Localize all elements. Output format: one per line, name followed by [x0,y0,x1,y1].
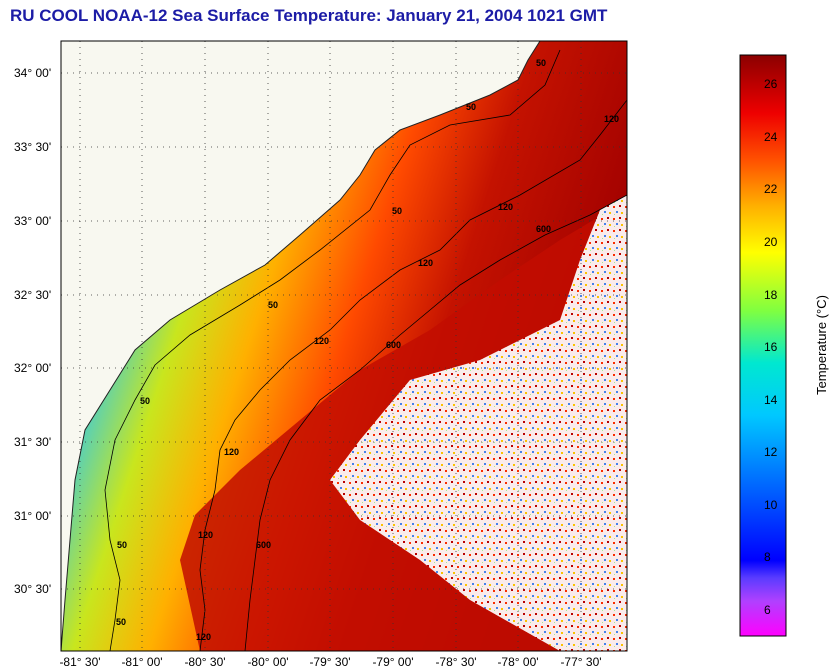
lat-tick-label: 32° 00' [14,361,51,375]
lat-tick-label: 31° 30' [14,435,51,449]
contour-label: 50 [392,206,402,216]
lon-tick-label: -80° 30' [184,655,225,669]
contour-labels: 50 50 50 50 50 50 50 120 120 120 120 120… [116,58,619,642]
contour-label: 600 [256,540,271,550]
longitude-ticks: -81° 30' -81° 00' -80° 30' -80° 00' -79°… [59,655,601,669]
contour-label: 50 [268,300,278,310]
cloud-mask [330,195,627,651]
contour-label: 120 [314,336,329,346]
lat-tick-label: 32° 30' [14,288,51,302]
contour-label: 120 [498,202,513,212]
colorbar [739,54,787,637]
colorbar-tick-label: 20 [764,235,778,249]
lon-tick-label: -79° 30' [309,655,350,669]
contour-label: 600 [536,224,551,234]
colorbar-ticks: 26 24 22 20 18 16 14 12 10 8 6 [764,77,778,617]
contour-label: 50 [116,617,126,627]
contour-600m [244,194,627,651]
latitude-ticks: 34° 00' 33° 30' 33° 00' 32° 30' 32° 00' … [14,66,51,596]
contour-50m [104,49,561,651]
contour-label: 600 [386,340,401,350]
contour-label: 120 [198,530,213,540]
lat-tick-label: 34° 00' [14,66,51,80]
contour-label: 50 [536,58,546,68]
colorbar-tick-label: 18 [764,288,778,302]
lon-tick-label: -78° 30' [435,655,476,669]
colorbar-tick-label: 12 [764,445,778,459]
lon-tick-label: -80° 00' [247,655,288,669]
colorbar-tick-label: 14 [764,393,778,407]
colorbar-tick-label: 8 [764,550,771,564]
map-frame [60,40,628,652]
contour-label: 50 [140,396,150,406]
contour-label: 120 [224,447,239,457]
colorbar-tick-label: 22 [764,182,778,196]
contour-label: 50 [466,102,476,112]
lat-tick-label: 33° 30' [14,140,51,154]
colorbar-tick-label: 10 [764,498,778,512]
colorbar-tick-label: 26 [764,77,778,91]
colorbar-label: Temperature (°C) [814,295,829,395]
contour-label: 120 [604,114,619,124]
map-title: RU COOL NOAA-12 Sea Surface Temperature:… [10,6,608,25]
lon-tick-label: -78° 00' [497,655,538,669]
contour-label: 120 [196,632,211,642]
lon-tick-label: -77° 30' [560,655,601,669]
lat-tick-label: 30° 30' [14,582,51,596]
lon-tick-label: -79° 00' [372,655,413,669]
graticule [61,41,627,651]
lon-tick-label: -81° 00' [121,655,162,669]
map-area [61,41,627,651]
colorbar-tick-label: 6 [764,603,771,617]
colorbar-tick-label: 24 [764,130,778,144]
lat-tick-label: 33° 00' [14,214,51,228]
contour-label: 50 [117,540,127,550]
contour-120m [199,99,627,651]
colorbar-tick-label: 16 [764,340,778,354]
coastline [61,41,541,651]
lat-tick-label: 31° 00' [14,509,51,523]
lon-tick-label: -81° 30' [59,655,100,669]
contour-label: 120 [418,258,433,268]
